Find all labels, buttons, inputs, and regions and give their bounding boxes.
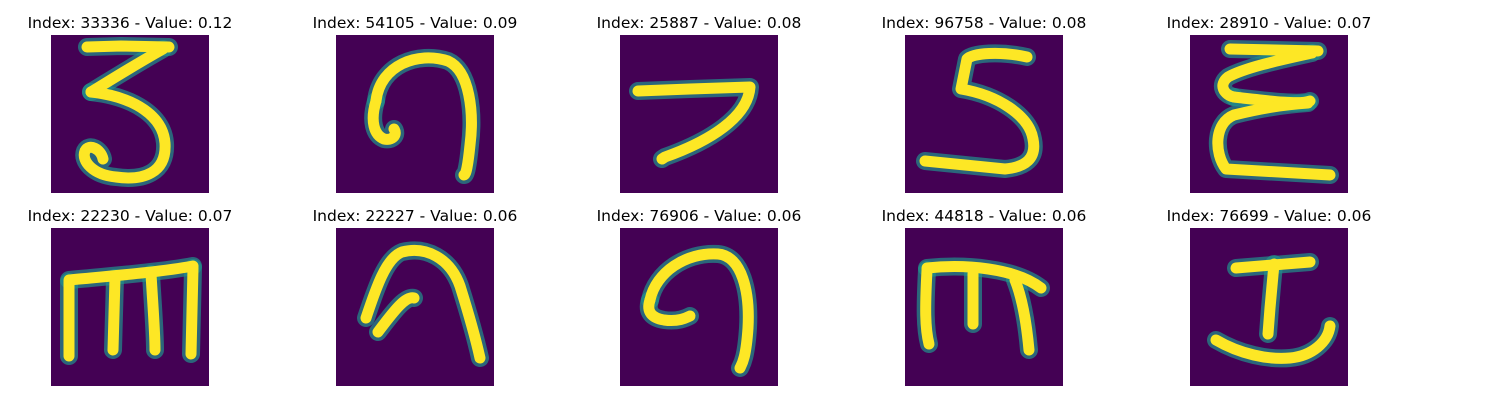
cell-title: Index: 96758 - Value: 0.08: [854, 13, 1114, 33]
glyph-stroke: [113, 278, 115, 350]
glyph-stroke: [191, 268, 193, 354]
grid-cell: Index: 76699 - Value: 0.06: [1139, 206, 1399, 386]
grid-cell: Index: 22230 - Value: 0.07: [0, 206, 260, 386]
character-image: [1190, 228, 1348, 386]
character-image: [905, 228, 1063, 386]
grid-cell: Index: 54105 - Value: 0.09: [285, 13, 545, 193]
cell-title: Index: 33336 - Value: 0.12: [0, 13, 260, 33]
glyph-stroke: [1268, 264, 1274, 334]
cell-title: Index: 76699 - Value: 0.06: [1139, 206, 1399, 226]
grid-cell: Index: 76906 - Value: 0.06: [569, 206, 829, 386]
cell-title: Index: 76906 - Value: 0.06: [569, 206, 829, 226]
character-image: [620, 35, 778, 193]
grid-cell: Index: 22227 - Value: 0.06: [285, 206, 545, 386]
cell-title: Index: 28910 - Value: 0.07: [1139, 13, 1399, 33]
cell-title: Index: 22227 - Value: 0.06: [285, 206, 545, 226]
character-image: [336, 35, 494, 193]
character-image: [336, 228, 494, 386]
grid-cell: Index: 44818 - Value: 0.06: [854, 206, 1114, 386]
character-image: [620, 228, 778, 386]
grid-cell: Index: 28910 - Value: 0.07: [1139, 13, 1399, 193]
glyph-stroke: [151, 274, 155, 350]
grid-cell: Index: 96758 - Value: 0.08: [854, 13, 1114, 193]
character-image: [905, 35, 1063, 193]
grid-cell: Index: 25887 - Value: 0.08: [569, 13, 829, 193]
cell-title: Index: 44818 - Value: 0.06: [854, 206, 1114, 226]
cell-title: Index: 25887 - Value: 0.08: [569, 13, 829, 33]
grid-cell: Index: 33336 - Value: 0.12: [0, 13, 260, 193]
character-image: [51, 35, 209, 193]
character-image: [1190, 35, 1348, 193]
glyph-stroke: [926, 270, 929, 344]
cell-title: Index: 22230 - Value: 0.07: [0, 206, 260, 226]
image-background: [620, 35, 778, 193]
cell-title: Index: 54105 - Value: 0.09: [285, 13, 545, 33]
character-image: [51, 228, 209, 386]
